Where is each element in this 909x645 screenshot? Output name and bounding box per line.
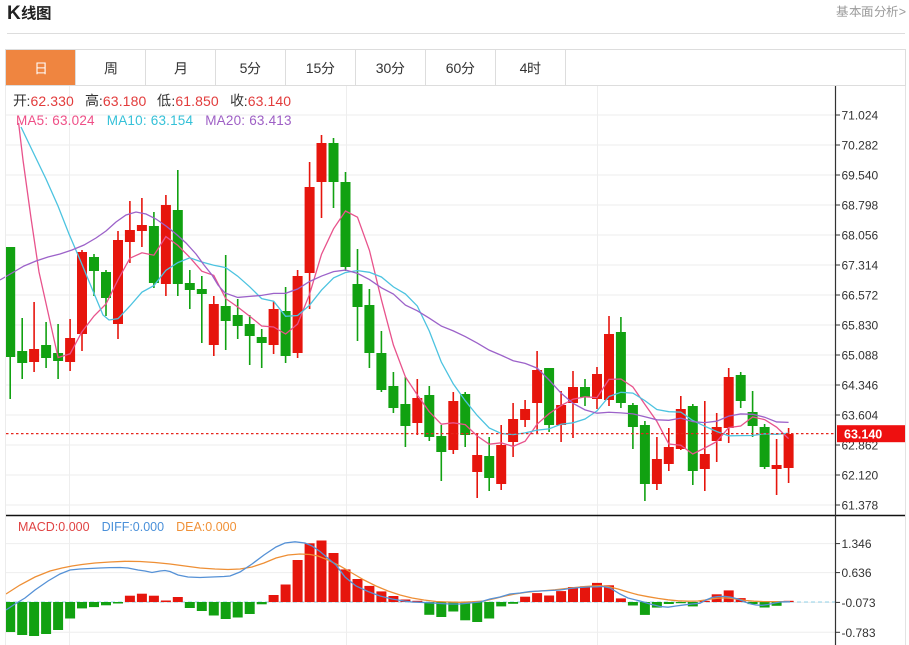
svg-text:-0.073: -0.073	[842, 596, 876, 610]
svg-text:68.056: 68.056	[842, 229, 879, 243]
svg-text:1.346: 1.346	[842, 537, 872, 551]
svg-text:66.572: 66.572	[842, 289, 879, 303]
svg-text:68.798: 68.798	[842, 199, 879, 213]
svg-text:65.830: 65.830	[842, 319, 879, 333]
svg-text:69.540: 69.540	[842, 169, 879, 183]
svg-text:70.282: 70.282	[842, 139, 879, 153]
svg-text:71.024: 71.024	[842, 109, 879, 123]
svg-text:63.140: 63.140	[844, 428, 882, 442]
svg-text:0.636: 0.636	[842, 566, 872, 580]
svg-text:62.120: 62.120	[842, 469, 879, 483]
svg-text:61.378: 61.378	[842, 499, 879, 513]
svg-text:67.314: 67.314	[842, 259, 879, 273]
svg-text:-0.783: -0.783	[842, 626, 876, 640]
svg-text:64.346: 64.346	[842, 379, 879, 393]
svg-text:63.604: 63.604	[842, 409, 879, 423]
svg-text:65.088: 65.088	[842, 349, 879, 363]
